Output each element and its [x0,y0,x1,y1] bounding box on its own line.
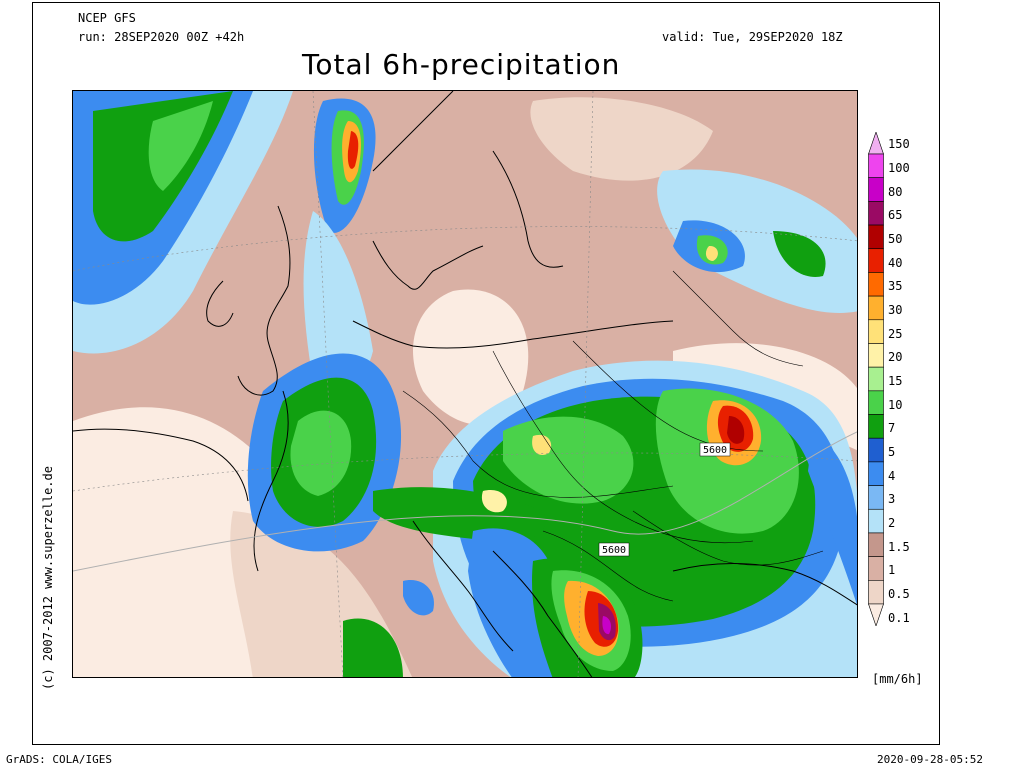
legend-swatch-7 [868,414,884,439]
coastline-italy [412,520,514,652]
north-sea-band [303,211,373,391]
footer-timestamp: 2020-09-28-05:52 [877,753,983,766]
legend-swatch-150 [868,132,884,155]
coastline-france [253,390,289,572]
legend-label: 80 [888,184,903,199]
legend-swatch-50 [868,224,884,250]
map-title: Total 6h-precipitation [302,48,621,81]
legend-label: 5 [888,445,896,460]
legend-swatch-80 [868,177,884,202]
legend-label: 100 [888,160,910,175]
plot-frame [32,2,940,745]
legend-swatch-3 [868,485,884,510]
legend-label: 40 [888,255,903,270]
copyright-text: (c) 2007-2012 www.superzelle.de [41,466,55,690]
legend-label: 1.5 [888,539,910,554]
contour-5600 [73,431,857,572]
legend-label: 35 [888,279,903,294]
legend-label: 65 [888,208,903,223]
legend-label: 4 [888,468,896,483]
precipitation-map: 5600 5600 [72,90,858,678]
legend-swatch-65 [868,201,884,226]
legend-swatch-15 [868,366,884,392]
legend-swatch-10 [868,390,884,415]
contour-label-1: 5600 [703,445,727,456]
legend-label: 1 [888,563,896,578]
legend-label: 25 [888,326,903,341]
model-name: NCEP GFS [78,11,136,25]
legend-label: 150 [888,137,910,152]
contour-label-2: 5600 [602,545,626,556]
footer-grads: GrADS: COLA/IGES [6,753,112,766]
legend-label: 10 [888,397,903,412]
legend-swatch-2 [868,508,884,534]
legend-label: 15 [888,374,903,388]
legend-swatch-1.5 [868,532,884,557]
valid-time: valid: Tue, 29SEP2020 18Z [662,30,843,44]
legend-label: 20 [888,350,903,365]
legend-swatch-30 [868,295,884,321]
legend-swatch-0.1 [868,603,884,626]
legend-swatch-5 [868,437,884,463]
run-info: run: 28SEP2020 00Z +42h [78,30,245,44]
legend-label: 30 [888,302,903,317]
baltic-precip [657,169,857,313]
legend-swatch-40 [868,248,884,273]
legend-label: 3 [888,492,896,507]
legend-swatch-0.5 [868,580,884,605]
legend-colorbar [868,132,884,626]
dry-area-scandinavia [530,97,713,181]
legend-swatch-4 [868,461,884,486]
legend-swatch-25 [868,319,884,344]
legend-label: 7 [888,421,896,436]
legend-label: 0.1 [888,610,910,625]
coastline-denmark [372,240,484,290]
legend-swatch-100 [868,153,884,178]
coastline-black-sea [672,563,857,606]
legend-swatch-35 [868,272,884,297]
coastline-britain [237,205,291,396]
legend-swatch-1 [868,556,884,581]
coastline-adriatic [492,550,593,677]
south-west-cell [343,618,403,677]
coastline-norway [372,91,454,172]
legend-label: 2 [888,516,896,531]
dry-area-central [413,289,529,425]
legend-label: 0.5 [888,587,910,602]
legend-label: 50 [888,231,903,246]
legend-swatch-20 [868,343,884,368]
legend-unit: [mm/6h] [872,672,923,686]
